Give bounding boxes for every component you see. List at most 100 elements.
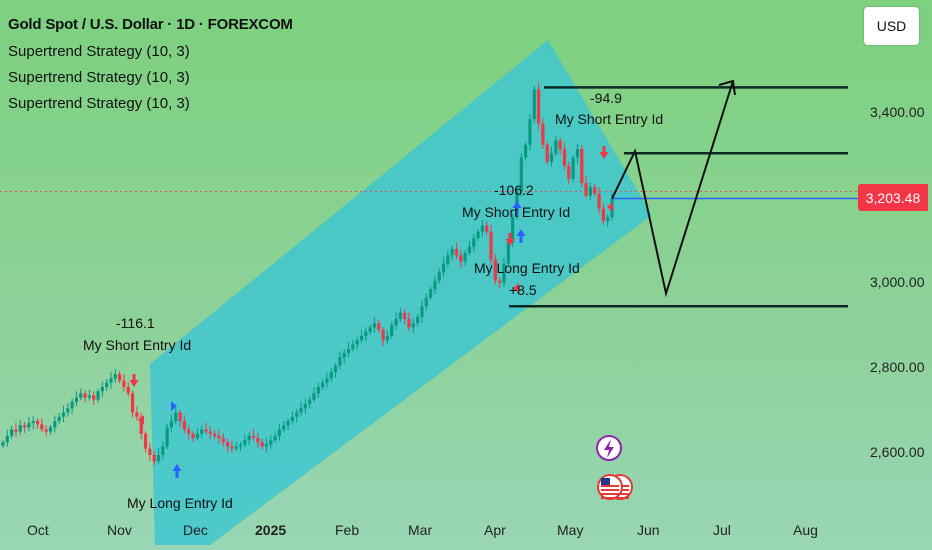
trade-signal-label: My Long Entry Id: [474, 260, 580, 276]
candle-body: [31, 421, 35, 424]
candle-body: [251, 435, 256, 438]
candle-body: [230, 446, 234, 449]
current-price-tag: 3,203.48: [858, 184, 928, 211]
candle-body: [27, 423, 31, 428]
short-signal-arrow: [505, 233, 515, 246]
candle-body: [290, 416, 294, 421]
candle-body: [316, 387, 320, 394]
trade-signal-value: -106.2: [494, 182, 534, 198]
candle-body: [428, 289, 433, 298]
candle-body: [83, 393, 87, 398]
candle-body: [368, 327, 372, 332]
candle-body: [299, 408, 303, 413]
candle-body: [221, 438, 225, 443]
long-signal-arrow: [172, 464, 182, 478]
x-tick-label: Aug: [793, 522, 818, 538]
candle-body: [135, 412, 139, 417]
candle-body: [178, 412, 182, 421]
exit-marker: [513, 283, 519, 293]
candle-body: [14, 429, 18, 432]
x-tick-label: 2025: [255, 522, 287, 538]
candle-body: [1, 442, 5, 446]
x-tick-label: Mar: [408, 522, 433, 538]
exit-marker: [607, 202, 613, 212]
candle-body: [606, 217, 610, 222]
trade-signal-value: +8.5: [509, 282, 537, 298]
candle-body: [70, 401, 74, 409]
candle-body: [359, 336, 364, 341]
candle-body: [493, 259, 497, 281]
x-tick-label: May: [557, 522, 584, 538]
candle-body: [200, 429, 204, 434]
candle-body: [485, 225, 489, 232]
exit-marker: [138, 415, 144, 425]
us-flag-icon: [601, 489, 619, 491]
candle-body: [169, 421, 174, 428]
indicator-legend-1[interactable]: Supertrend Strategy (10, 3): [8, 43, 190, 60]
candle-body: [126, 387, 130, 394]
candle-body: [601, 208, 605, 222]
candle-body: [187, 429, 191, 434]
candle-body: [208, 431, 212, 434]
candle-body: [92, 395, 96, 400]
x-tick-label: Nov: [107, 522, 132, 538]
y-tick-label: 3,400.00: [870, 104, 925, 120]
candle-body: [53, 421, 57, 428]
candle-body: [61, 412, 66, 417]
trade-signal-value: -116.1: [116, 315, 155, 331]
candle-body: [454, 248, 459, 256]
candle-body: [143, 433, 148, 449]
candle-body: [260, 442, 264, 447]
candle-body: [558, 140, 562, 149]
candle-body: [506, 242, 510, 264]
candle-body: [433, 280, 437, 290]
candle-body: [437, 272, 441, 281]
indicator-legend-3[interactable]: Supertrend Strategy (10, 3): [8, 95, 190, 112]
long-signal-arrow: [516, 229, 526, 243]
trend-channel: [150, 40, 652, 545]
candle-body: [498, 280, 502, 283]
currency-button[interactable]: USD: [864, 7, 919, 45]
candle-body: [420, 306, 424, 317]
candle-body: [66, 408, 70, 413]
y-tick-label: 3,000.00: [870, 274, 925, 290]
symbol-title[interactable]: Gold Spot / U.S. Dollar · 1D · FOREXCOM: [8, 16, 293, 33]
projection-arrowhead: [718, 79, 736, 96]
candle-body: [282, 425, 286, 430]
x-tick-label: Jul: [713, 522, 731, 538]
candle-body: [243, 440, 247, 445]
candle-body: [597, 193, 601, 209]
candle-body: [424, 297, 428, 307]
candle-body: [528, 119, 532, 145]
candle-body: [148, 448, 152, 455]
candle-body: [109, 378, 113, 383]
candle-body: [385, 336, 390, 341]
indicator-legend-2[interactable]: Supertrend Strategy (10, 3): [8, 69, 190, 86]
candle-body: [118, 374, 122, 381]
candle-body: [489, 231, 493, 260]
candle-body: [295, 412, 299, 417]
candle-body: [450, 248, 454, 256]
candle-body: [165, 427, 169, 447]
candle-body: [238, 444, 243, 447]
candle-body: [35, 421, 40, 425]
exit-marker: [171, 401, 177, 411]
candle-body: [593, 187, 597, 194]
candle-body: [364, 331, 368, 336]
candle-body: [225, 442, 230, 447]
candle-body: [303, 404, 307, 409]
candle-body: [122, 380, 126, 387]
candle-body: [48, 427, 53, 432]
candle-body: [372, 323, 377, 328]
candle-body: [312, 393, 316, 400]
candle-body: [273, 435, 277, 441]
candle-body: [204, 429, 208, 432]
candle-body: [338, 357, 342, 366]
us-flag-icon: [611, 497, 629, 499]
candle-body: [22, 425, 27, 428]
candle-body: [79, 393, 83, 398]
candle-body: [355, 340, 359, 345]
candle-body: [74, 397, 79, 402]
candle-body: [44, 429, 48, 432]
